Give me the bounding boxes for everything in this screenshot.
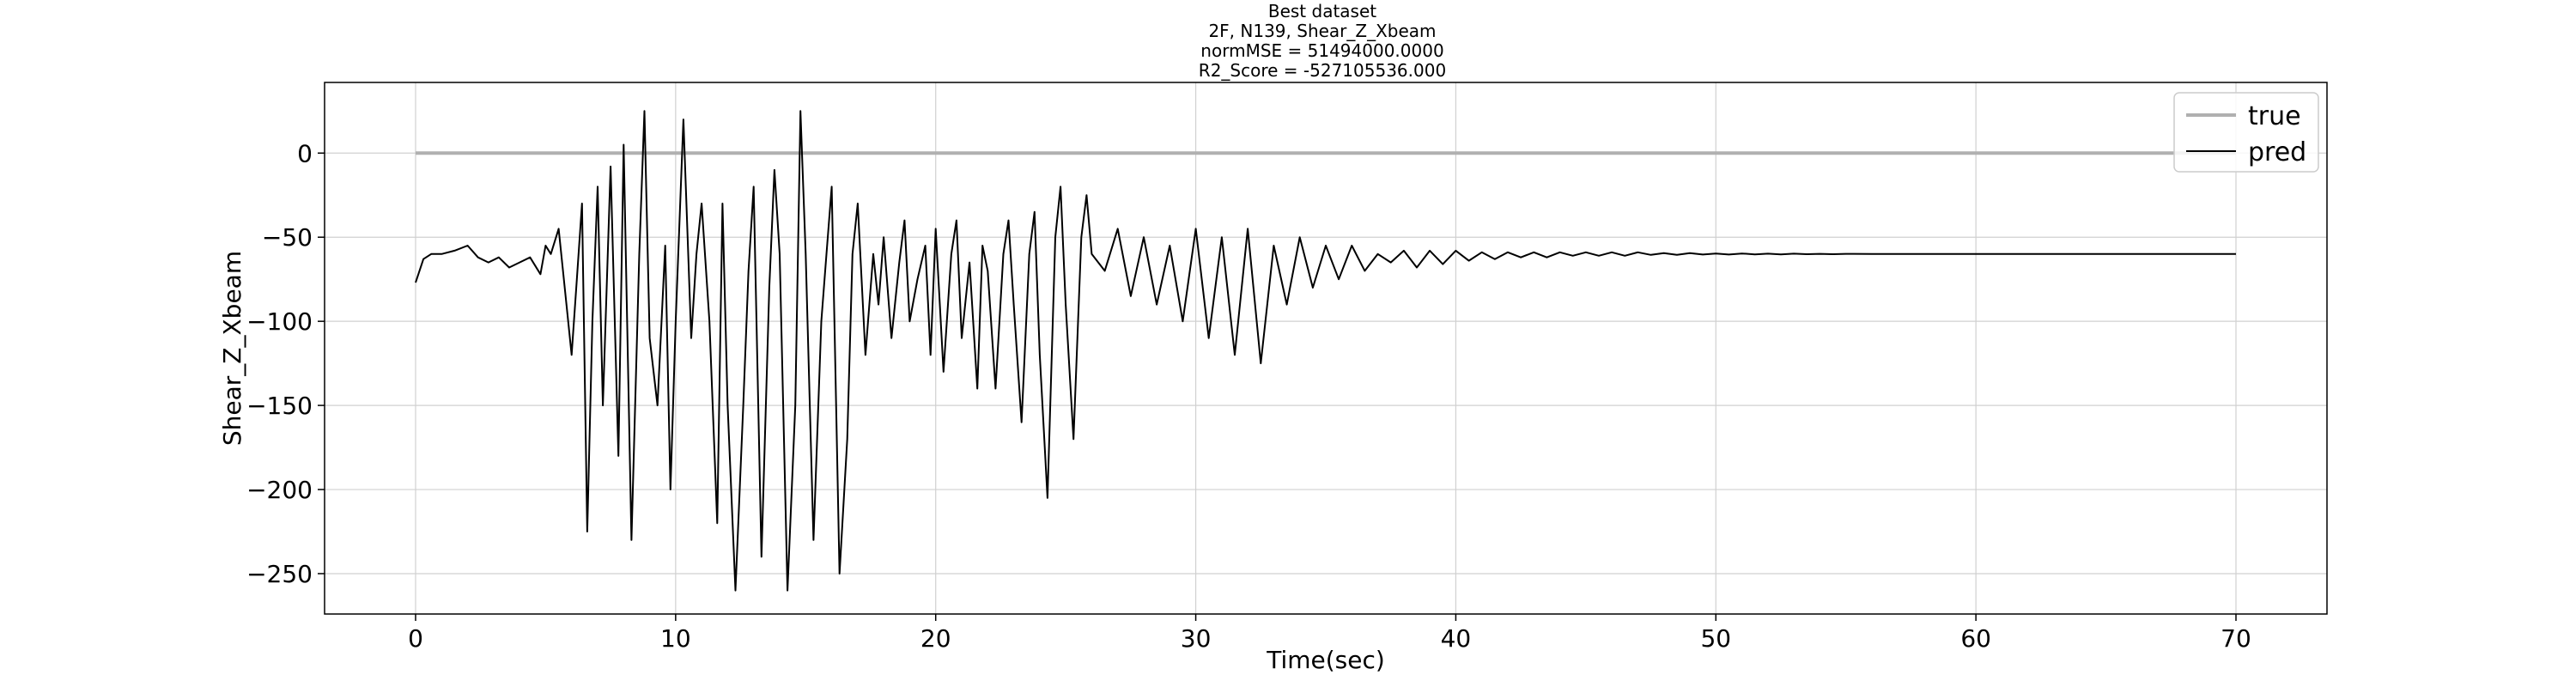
x-tick-label: 60 <box>1960 624 1991 653</box>
title-line: R2_Score = -527105536.000 <box>1199 60 1446 81</box>
series-lines <box>415 110 2236 592</box>
y-tick-label: −200 <box>246 476 313 504</box>
y-tick-label: −150 <box>246 392 313 420</box>
x-tick-label: 0 <box>408 624 423 653</box>
y-tick-label: 0 <box>297 139 313 167</box>
x-tick-label: 40 <box>1441 624 1472 653</box>
x-tick-label: 10 <box>660 624 691 653</box>
x-axis-label: Time(sec) <box>1266 646 1385 674</box>
y-tick-label: −250 <box>246 560 313 588</box>
x-axis-ticks: 0 10 20 30 40 50 60 70 <box>408 614 2251 653</box>
title-line: normMSE = 51494000.0000 <box>1200 40 1443 61</box>
y-tick-label: −50 <box>262 223 313 252</box>
title-line: 2F, N139, Shear_Z_Xbeam <box>1208 21 1436 41</box>
title-line: Best dataset <box>1268 1 1376 21</box>
y-tick-label: −100 <box>246 307 313 336</box>
y-axis-ticks: −250 −200 −150 −100 −50 0 <box>246 139 325 588</box>
plot-frame <box>324 82 2328 615</box>
series-line-pred <box>415 110 2236 592</box>
x-tick-label: 20 <box>920 624 951 653</box>
y-axis-label: Shear_Z_Xbeam <box>218 251 246 446</box>
legend-label: pred <box>2248 137 2306 167</box>
grid-lines <box>325 82 2327 614</box>
x-tick-label: 50 <box>1700 624 1731 653</box>
legend-label: true <box>2248 101 2301 131</box>
x-tick-label: 30 <box>1181 624 1212 653</box>
legend: true pred <box>2173 92 2319 173</box>
x-tick-label: 70 <box>2221 624 2251 653</box>
